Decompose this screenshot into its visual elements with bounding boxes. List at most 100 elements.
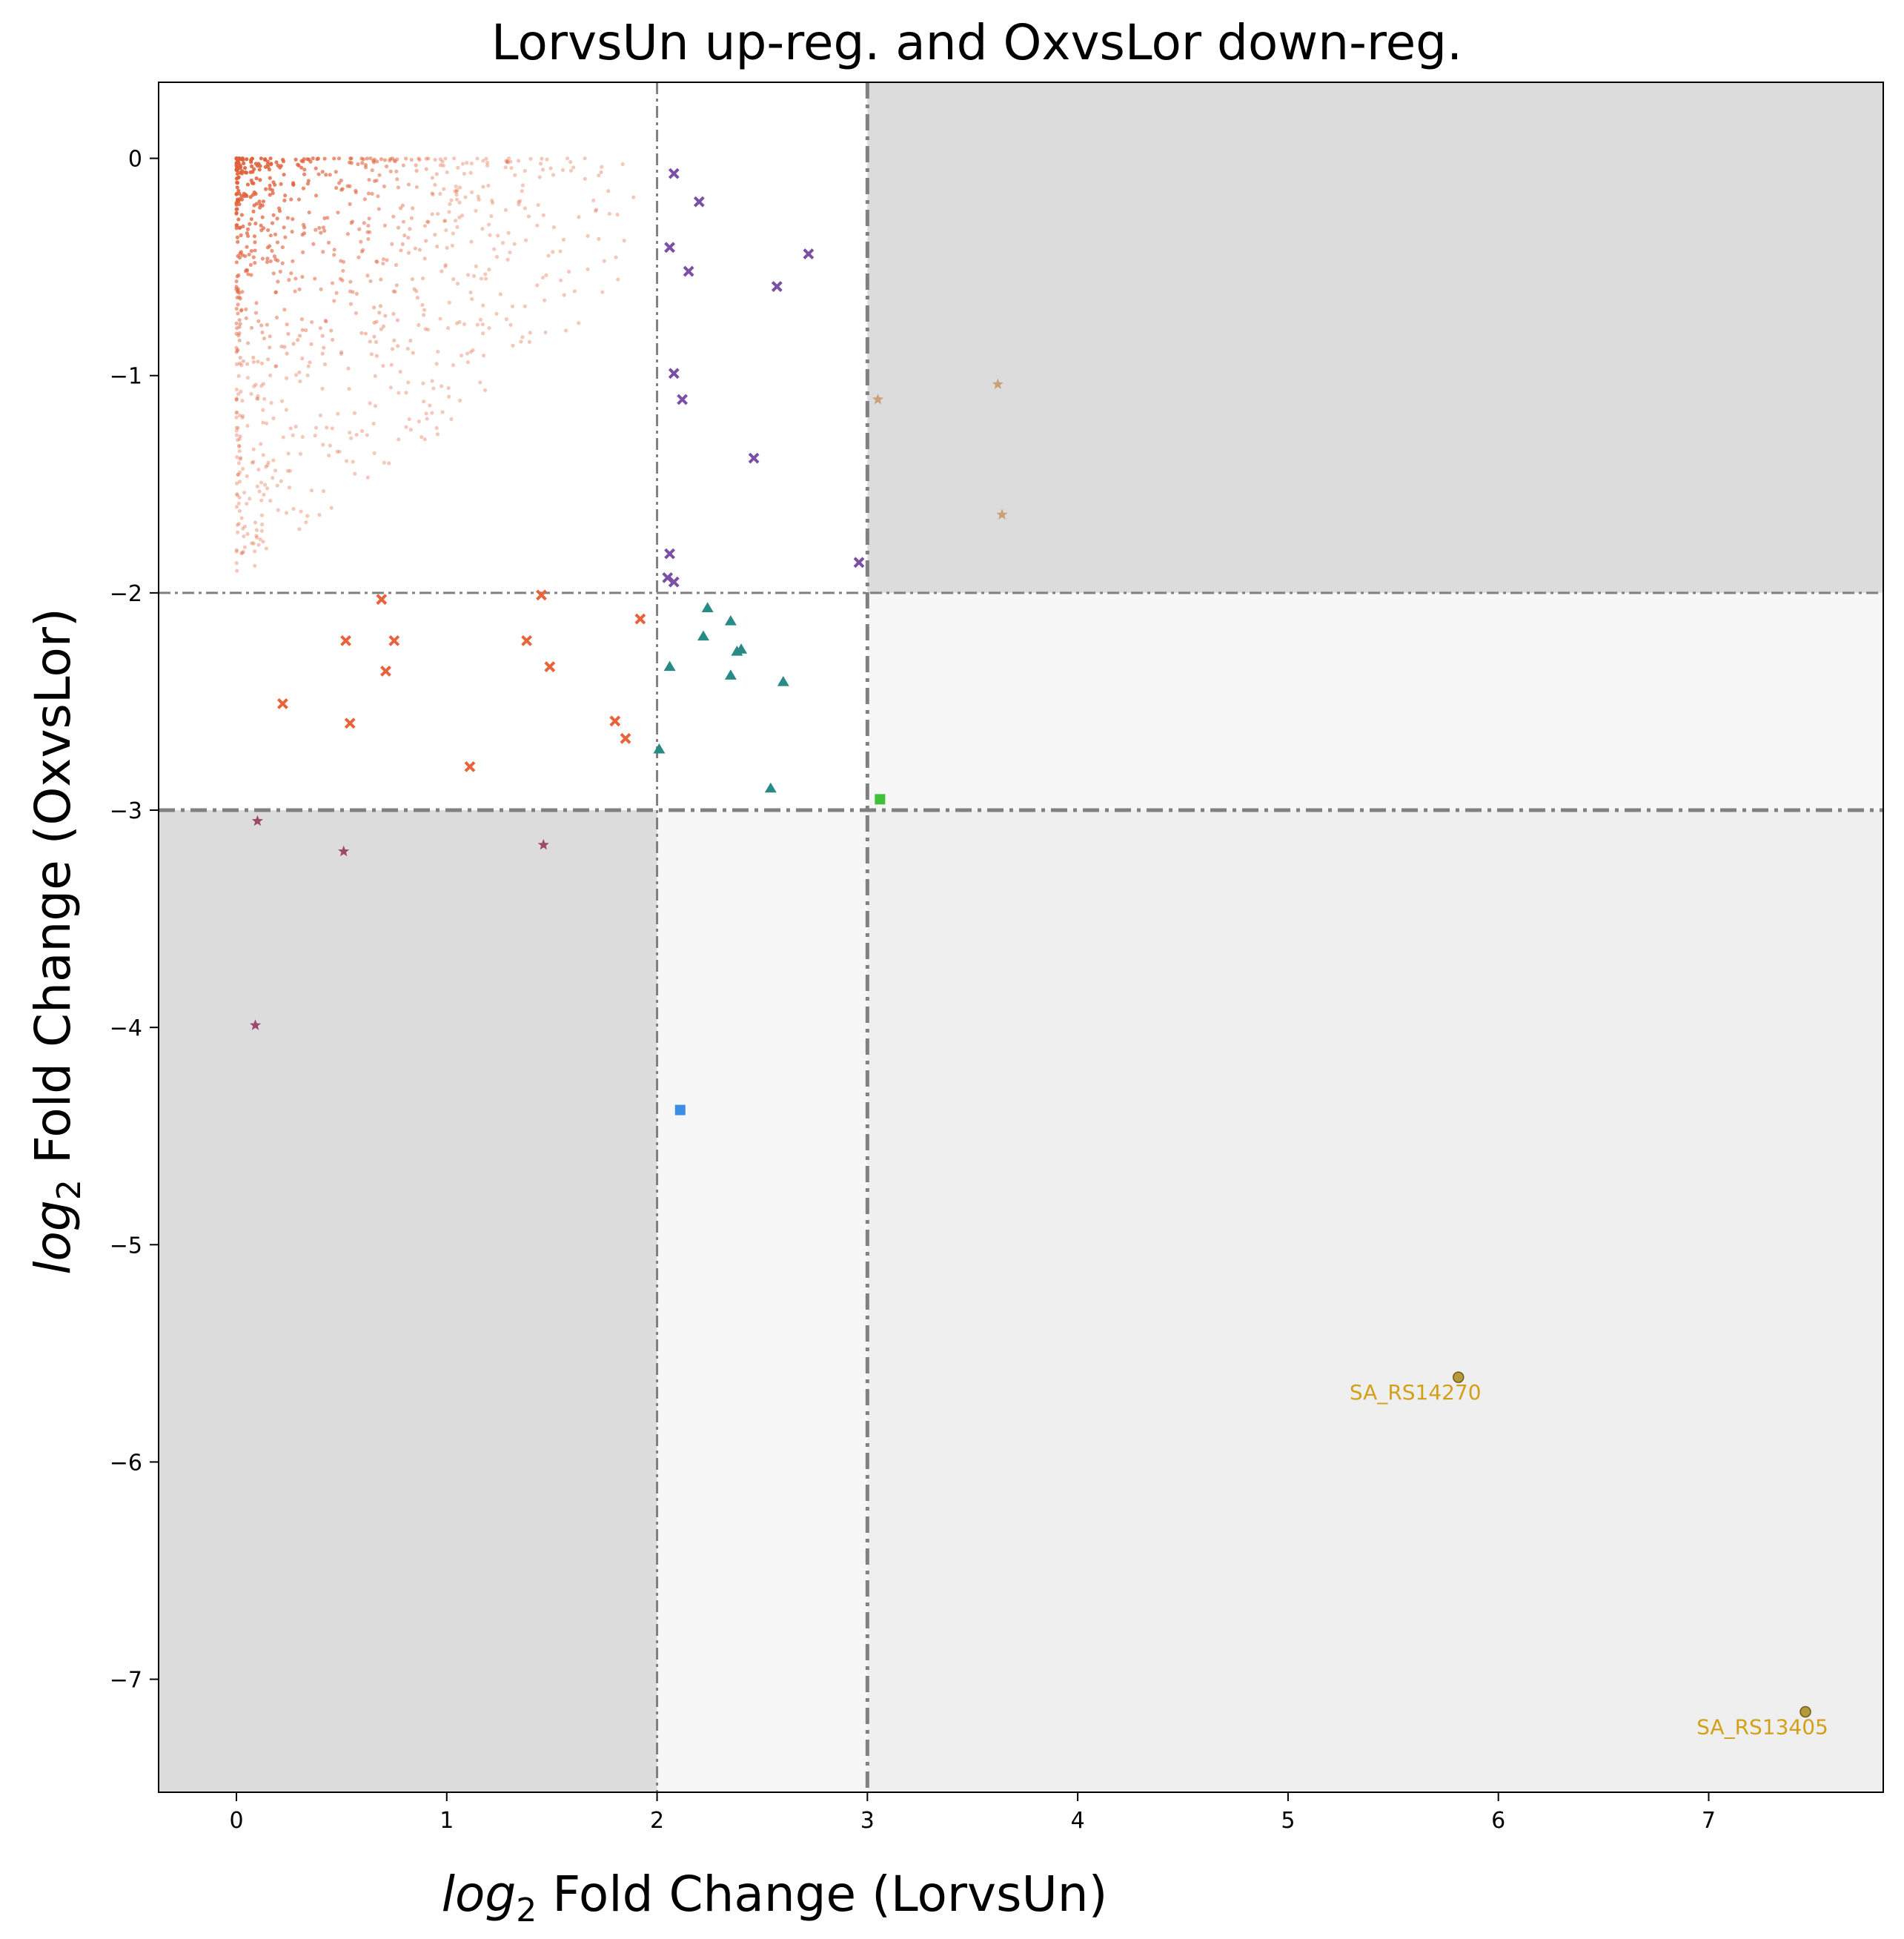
background-point	[511, 343, 515, 348]
background-point	[235, 348, 239, 354]
background-point	[248, 195, 253, 199]
background-point	[535, 223, 540, 228]
background-point	[449, 417, 454, 422]
background-point	[396, 225, 401, 230]
background-point	[293, 157, 298, 162]
background-point	[374, 339, 379, 345]
background-point	[320, 386, 325, 391]
background-point	[236, 159, 240, 164]
background-point	[249, 216, 253, 222]
background-point	[537, 175, 542, 179]
background-point	[256, 467, 261, 472]
background-point	[314, 228, 318, 232]
data-point	[996, 508, 1008, 520]
data-point	[853, 557, 865, 569]
background-point	[245, 341, 251, 345]
background-point	[258, 537, 262, 542]
background-point	[265, 159, 270, 164]
background-point	[254, 301, 259, 305]
background-point	[506, 231, 511, 235]
background-point	[254, 528, 259, 532]
background-point	[235, 185, 239, 190]
background-point	[494, 311, 499, 316]
background-point	[239, 308, 244, 313]
background-point	[471, 274, 477, 278]
background-point	[528, 331, 532, 335]
shaded-region	[867, 810, 1883, 1792]
background-point	[252, 234, 257, 239]
background-point	[241, 526, 245, 531]
x-tick-label: 7	[1702, 1808, 1716, 1834]
background-point	[258, 178, 262, 182]
background-point	[297, 334, 302, 338]
background-point	[287, 278, 291, 282]
background-point	[319, 231, 323, 235]
background-point	[367, 177, 371, 182]
background-point	[251, 170, 255, 174]
background-point	[261, 199, 266, 204]
background-point	[234, 433, 239, 437]
background-point	[541, 213, 545, 217]
background-point	[261, 420, 265, 425]
background-point	[247, 252, 251, 257]
y-tick-label: −3	[110, 798, 142, 824]
background-point	[360, 161, 365, 165]
background-point	[385, 258, 389, 262]
background-point	[430, 212, 434, 216]
background-point	[299, 165, 304, 170]
background-point	[236, 217, 241, 222]
x-axis-label: log2 Fold Change (LorvsUn)	[442, 1866, 1108, 1929]
background-point	[321, 250, 325, 254]
background-point	[339, 351, 344, 357]
background-point	[320, 351, 325, 356]
background-point	[239, 551, 244, 556]
background-point	[278, 269, 282, 274]
background-point	[291, 506, 296, 511]
background-point	[381, 364, 385, 368]
background-point	[334, 170, 338, 174]
background-point	[457, 200, 462, 205]
background-point	[266, 460, 271, 465]
background-point	[439, 384, 444, 388]
background-point	[374, 259, 379, 264]
background-point	[240, 169, 245, 173]
background-point	[599, 170, 603, 174]
background-point	[296, 163, 301, 168]
background-point	[449, 198, 454, 202]
background-point	[234, 428, 239, 433]
background-point	[485, 160, 490, 165]
background-point	[387, 461, 391, 465]
data-point	[338, 845, 350, 857]
background-point	[235, 171, 240, 176]
background-point	[411, 351, 415, 355]
background-point	[249, 160, 253, 165]
shaded-region	[867, 592, 1883, 811]
background-point	[296, 338, 300, 342]
background-point	[234, 548, 239, 552]
background-point	[361, 157, 366, 162]
background-point	[425, 219, 430, 224]
background-point	[251, 447, 256, 451]
background-point	[442, 219, 448, 223]
background-point	[441, 163, 445, 168]
background-point	[234, 260, 239, 265]
background-point	[273, 232, 278, 236]
background-point	[238, 434, 242, 439]
background-point	[340, 278, 345, 282]
background-point	[348, 160, 352, 165]
x-tick-label: 3	[860, 1808, 875, 1834]
background-point	[272, 254, 277, 259]
background-point	[284, 376, 289, 380]
background-point	[563, 328, 568, 333]
background-point	[240, 466, 245, 471]
background-point	[304, 328, 308, 333]
background-point	[262, 336, 267, 341]
background-point	[368, 279, 373, 283]
background-point	[241, 359, 245, 363]
background-point	[382, 460, 386, 465]
background-point	[234, 397, 239, 402]
background-point	[395, 157, 399, 162]
background-point	[480, 227, 485, 231]
background-point	[268, 183, 272, 188]
background-point	[328, 173, 332, 177]
